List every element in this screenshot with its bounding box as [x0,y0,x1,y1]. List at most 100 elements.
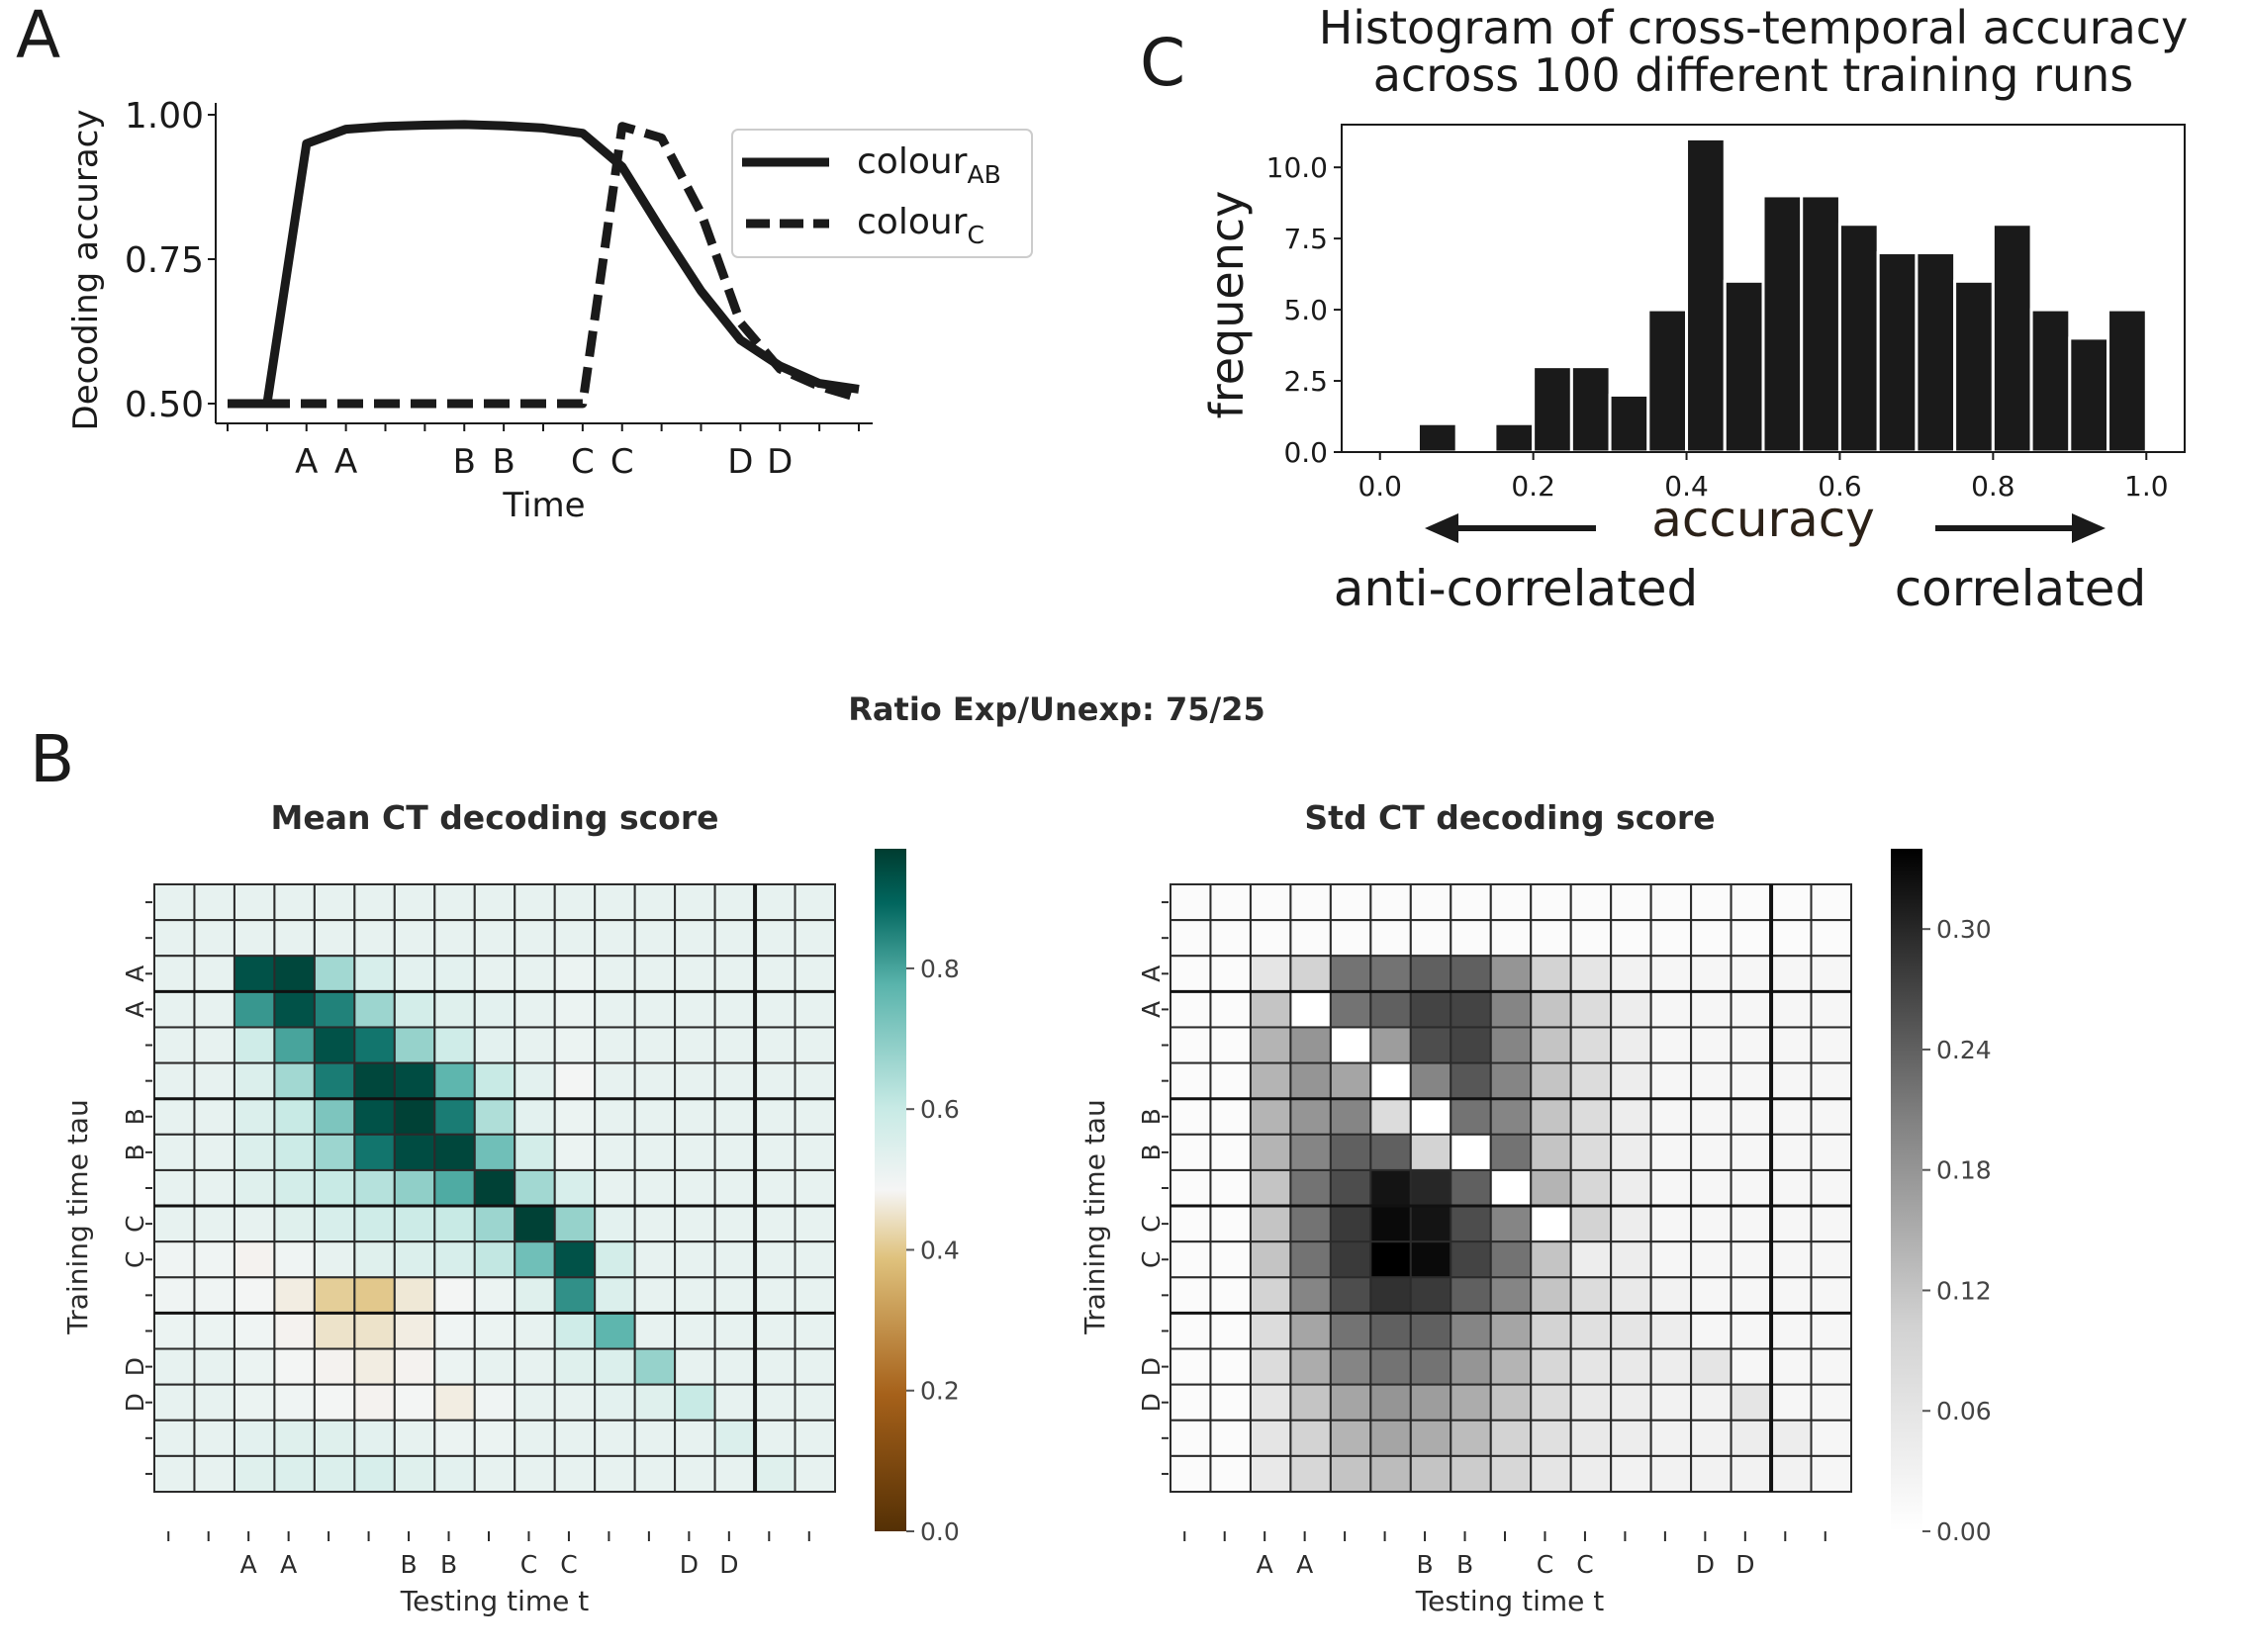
heatmap-cell [754,1419,796,1457]
heatmap-cell [713,1061,757,1100]
heatmap-cell [794,1026,837,1064]
heatmap-cell [233,1205,276,1243]
heatmap-std-y-axis-label: Training time tau [1078,1099,1111,1334]
heatmap-cell [1489,1347,1533,1386]
heatmap-cell [594,883,636,922]
heatmap-cell [313,1276,356,1315]
heatmap-cell [393,1419,436,1457]
heatmap-cell [1730,1383,1773,1422]
heatmap-cell [633,1240,677,1279]
heatmap-cell [1409,1097,1452,1136]
y-tick-label: C [121,1215,149,1232]
y-tick-label: 1.00 [125,96,204,137]
heatmap-cell [1209,1168,1252,1208]
histogram-bar [1569,365,1612,454]
heatmap-cell [433,1026,476,1064]
heatmap-cell [473,1312,516,1350]
heatmap-cell [1289,883,1332,922]
heatmap-cell [1170,1454,1212,1494]
y-tick-label: 7.5 [1283,223,1328,255]
heatmap-cell [1810,1205,1853,1243]
heatmap-cell [1170,1240,1212,1279]
heatmap-cell [1810,1168,1853,1208]
heatmap-cell [514,1240,556,1279]
heatmap-cell [1409,1026,1452,1064]
y-tick-label: B [1137,1108,1166,1125]
heatmap-cell [1730,1061,1773,1100]
heatmap-cell [353,1168,396,1208]
heatmap-cell [1409,919,1452,958]
heatmap-cell [353,883,396,922]
heatmap-cell [594,1168,636,1208]
heatmap-cell [754,883,796,922]
x-tick-label: A [1296,1550,1313,1579]
heatmap-cell [393,1276,436,1315]
heatmap-cell [1690,1168,1732,1208]
heatmap-cell [1649,955,1693,993]
heatmap-cell [273,1097,316,1136]
heatmap-cell [273,1276,316,1315]
heatmap-cell [153,1133,196,1171]
heatmap-cell [633,1347,677,1386]
heatmap-cell [594,1454,636,1494]
heatmap-cell [1810,1276,1853,1315]
heatmap-cell [553,1347,597,1386]
heatmap-cell [1770,1205,1813,1243]
legend-entry-colour-ab: colourAB [857,141,1001,189]
heatmap-cell [233,1347,276,1386]
heatmap-cell [1209,919,1252,958]
heatmap-cell [1450,1168,1492,1208]
heatmap-cell [1810,955,1853,993]
heatmap-cell [1489,1383,1533,1422]
heatmap-cell [153,1168,196,1208]
y-tick-label: C [1137,1251,1166,1268]
heatmap-cell [1530,883,1572,922]
heatmap-cell [193,1133,235,1171]
heatmap-cell [1649,1383,1693,1422]
heatmap-cell [1610,1347,1652,1386]
heatmap-cell [153,1454,196,1494]
heatmap-cell [313,1454,356,1494]
heatmap-cell [433,1133,476,1171]
heatmap-cell [674,919,716,958]
heatmap-cell [1249,1312,1292,1350]
heatmap-cell [713,1133,757,1171]
heatmap-cell [1730,883,1773,922]
heatmap-cell [1249,1026,1292,1064]
colorbar-tick-label: 0.30 [1936,915,1992,944]
histogram-bar [1532,365,1573,454]
heatmap-cell [1690,1347,1732,1386]
heatmap-cell [633,1383,677,1422]
heatmap-cell [1569,883,1613,922]
heatmap-cell [1170,1026,1212,1064]
heatmap-cell [433,1168,476,1208]
heatmap-cell [553,1061,597,1100]
heatmap-cell [1730,1419,1773,1457]
heatmap-cell [1530,1454,1572,1494]
heatmap-cell [1329,1205,1372,1243]
heatmap-cell [1170,883,1212,922]
heatmap-cell [1170,990,1212,1029]
histogram-bar [1685,137,1727,454]
histogram-bar [1493,421,1536,454]
histogram-bar [1991,223,2033,454]
heatmap-cell [674,1312,716,1350]
heatmap-cell [433,1097,476,1136]
heatmap-cell [794,1419,837,1457]
heatmap-cell [1730,1168,1773,1208]
heatmap-cell [633,883,677,922]
heatmap-cell [1530,1097,1572,1136]
heatmap-cell [433,1312,476,1350]
heatmap-cell [353,1383,396,1422]
heatmap-cell [1489,1097,1533,1136]
heatmap-cell [1810,1097,1853,1136]
heatmap-cell [1690,1454,1732,1494]
heatmap-cell [754,1205,796,1243]
heatmap-cell [1289,1026,1332,1064]
heatmap-cell [594,1347,636,1386]
heatmap-cell [754,1276,796,1315]
heatmap-cell [1530,1383,1572,1422]
heatmap-cell [1369,1347,1412,1386]
panel-a-y-axis-label: Decoding accuracy [66,110,106,431]
colorbar-tick-label: 0.06 [1936,1397,1992,1425]
